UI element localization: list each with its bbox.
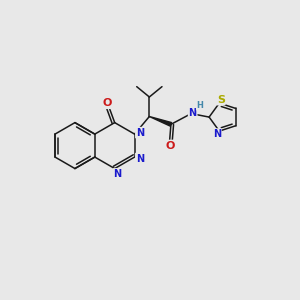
Text: O: O (165, 141, 175, 151)
Polygon shape (149, 116, 172, 126)
Text: H: H (196, 101, 203, 110)
Text: N: N (114, 169, 122, 179)
Text: N: N (136, 128, 144, 138)
Text: N: N (189, 108, 197, 118)
Text: S: S (217, 94, 225, 104)
Text: O: O (102, 98, 111, 108)
Text: N: N (213, 129, 221, 139)
Text: N: N (136, 154, 144, 164)
